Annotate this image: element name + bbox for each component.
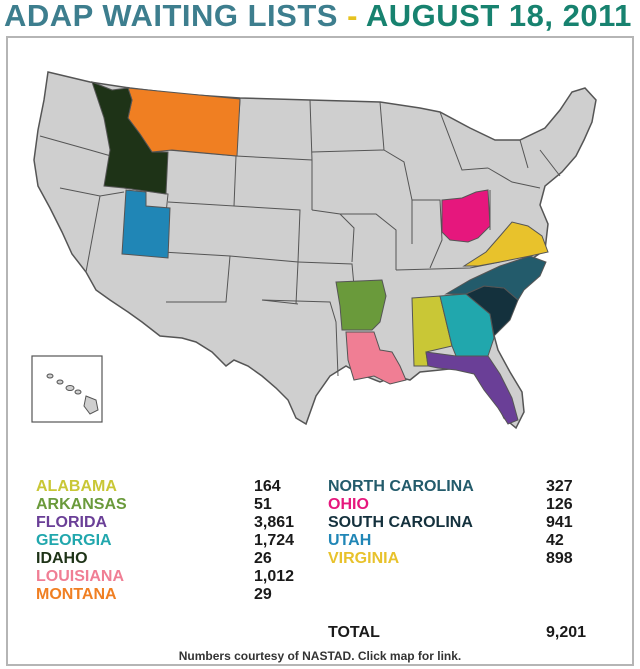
legend-left-item-name: IDAHO (36, 550, 88, 567)
total-value: 9,201 (546, 624, 587, 641)
total-label: TOTAL (328, 624, 380, 641)
state-idaho[interactable] (91, 81, 169, 195)
legend-right-item-value: 42 (546, 532, 564, 549)
legend-left-item-name: ARKANSAS (36, 496, 127, 513)
legend-left-item-value: 51 (254, 496, 272, 513)
legend-right-item-name: NORTH CAROLINA (328, 478, 474, 495)
legend-left-item-value: 29 (254, 586, 272, 603)
legend-left-item-name: MONTANA (36, 586, 117, 603)
state-arkansas[interactable] (335, 279, 387, 331)
legend-left-item-name: FLORIDA (36, 514, 108, 531)
legend-right-item-value: 898 (546, 550, 573, 567)
hawaii-islands (46, 373, 99, 415)
state-utah[interactable] (121, 189, 171, 259)
footer-note[interactable]: Numbers courtesy of NASTAD. Click map fo… (178, 649, 462, 663)
legend-left-item-name: LOUISIANA (36, 568, 124, 585)
state-ohio[interactable] (441, 189, 491, 243)
legend-left-item-value: 1,724 (254, 532, 295, 549)
state-virginia[interactable] (462, 221, 549, 267)
legend-right-item-value: 327 (546, 478, 573, 495)
legend-left-item-value: 26 (254, 550, 272, 567)
legend-left-item-value: 164 (254, 478, 281, 495)
legend-right-item-name: VIRGINIA (328, 550, 400, 567)
legend-right-item-name: SOUTH CAROLINA (328, 514, 473, 531)
legend-right-item-value: 126 (546, 496, 573, 513)
legend-right-item-name: UTAH (328, 532, 372, 549)
legend-left-item-name: ALABAMA (36, 478, 117, 495)
legend-right-item-value: 941 (546, 514, 573, 531)
legend-right-item-name: OHIO (328, 496, 369, 513)
legend-left-item-value: 3,861 (254, 514, 295, 531)
title-separator: - (347, 0, 358, 33)
state-florida[interactable] (425, 351, 519, 425)
state-north-carolina[interactable] (444, 255, 547, 301)
title-main: ADAP WAITING LISTS (4, 0, 338, 33)
title-date: AUGUST 18, 2011 (365, 0, 632, 33)
legend-left-item-name: GEORGIA (36, 532, 112, 549)
state-louisiana[interactable] (345, 331, 407, 385)
page-title: ADAP WAITING LISTS - AUGUST 18, 2011 (4, 0, 640, 34)
legend-left-item-value: 1,012 (254, 568, 295, 585)
